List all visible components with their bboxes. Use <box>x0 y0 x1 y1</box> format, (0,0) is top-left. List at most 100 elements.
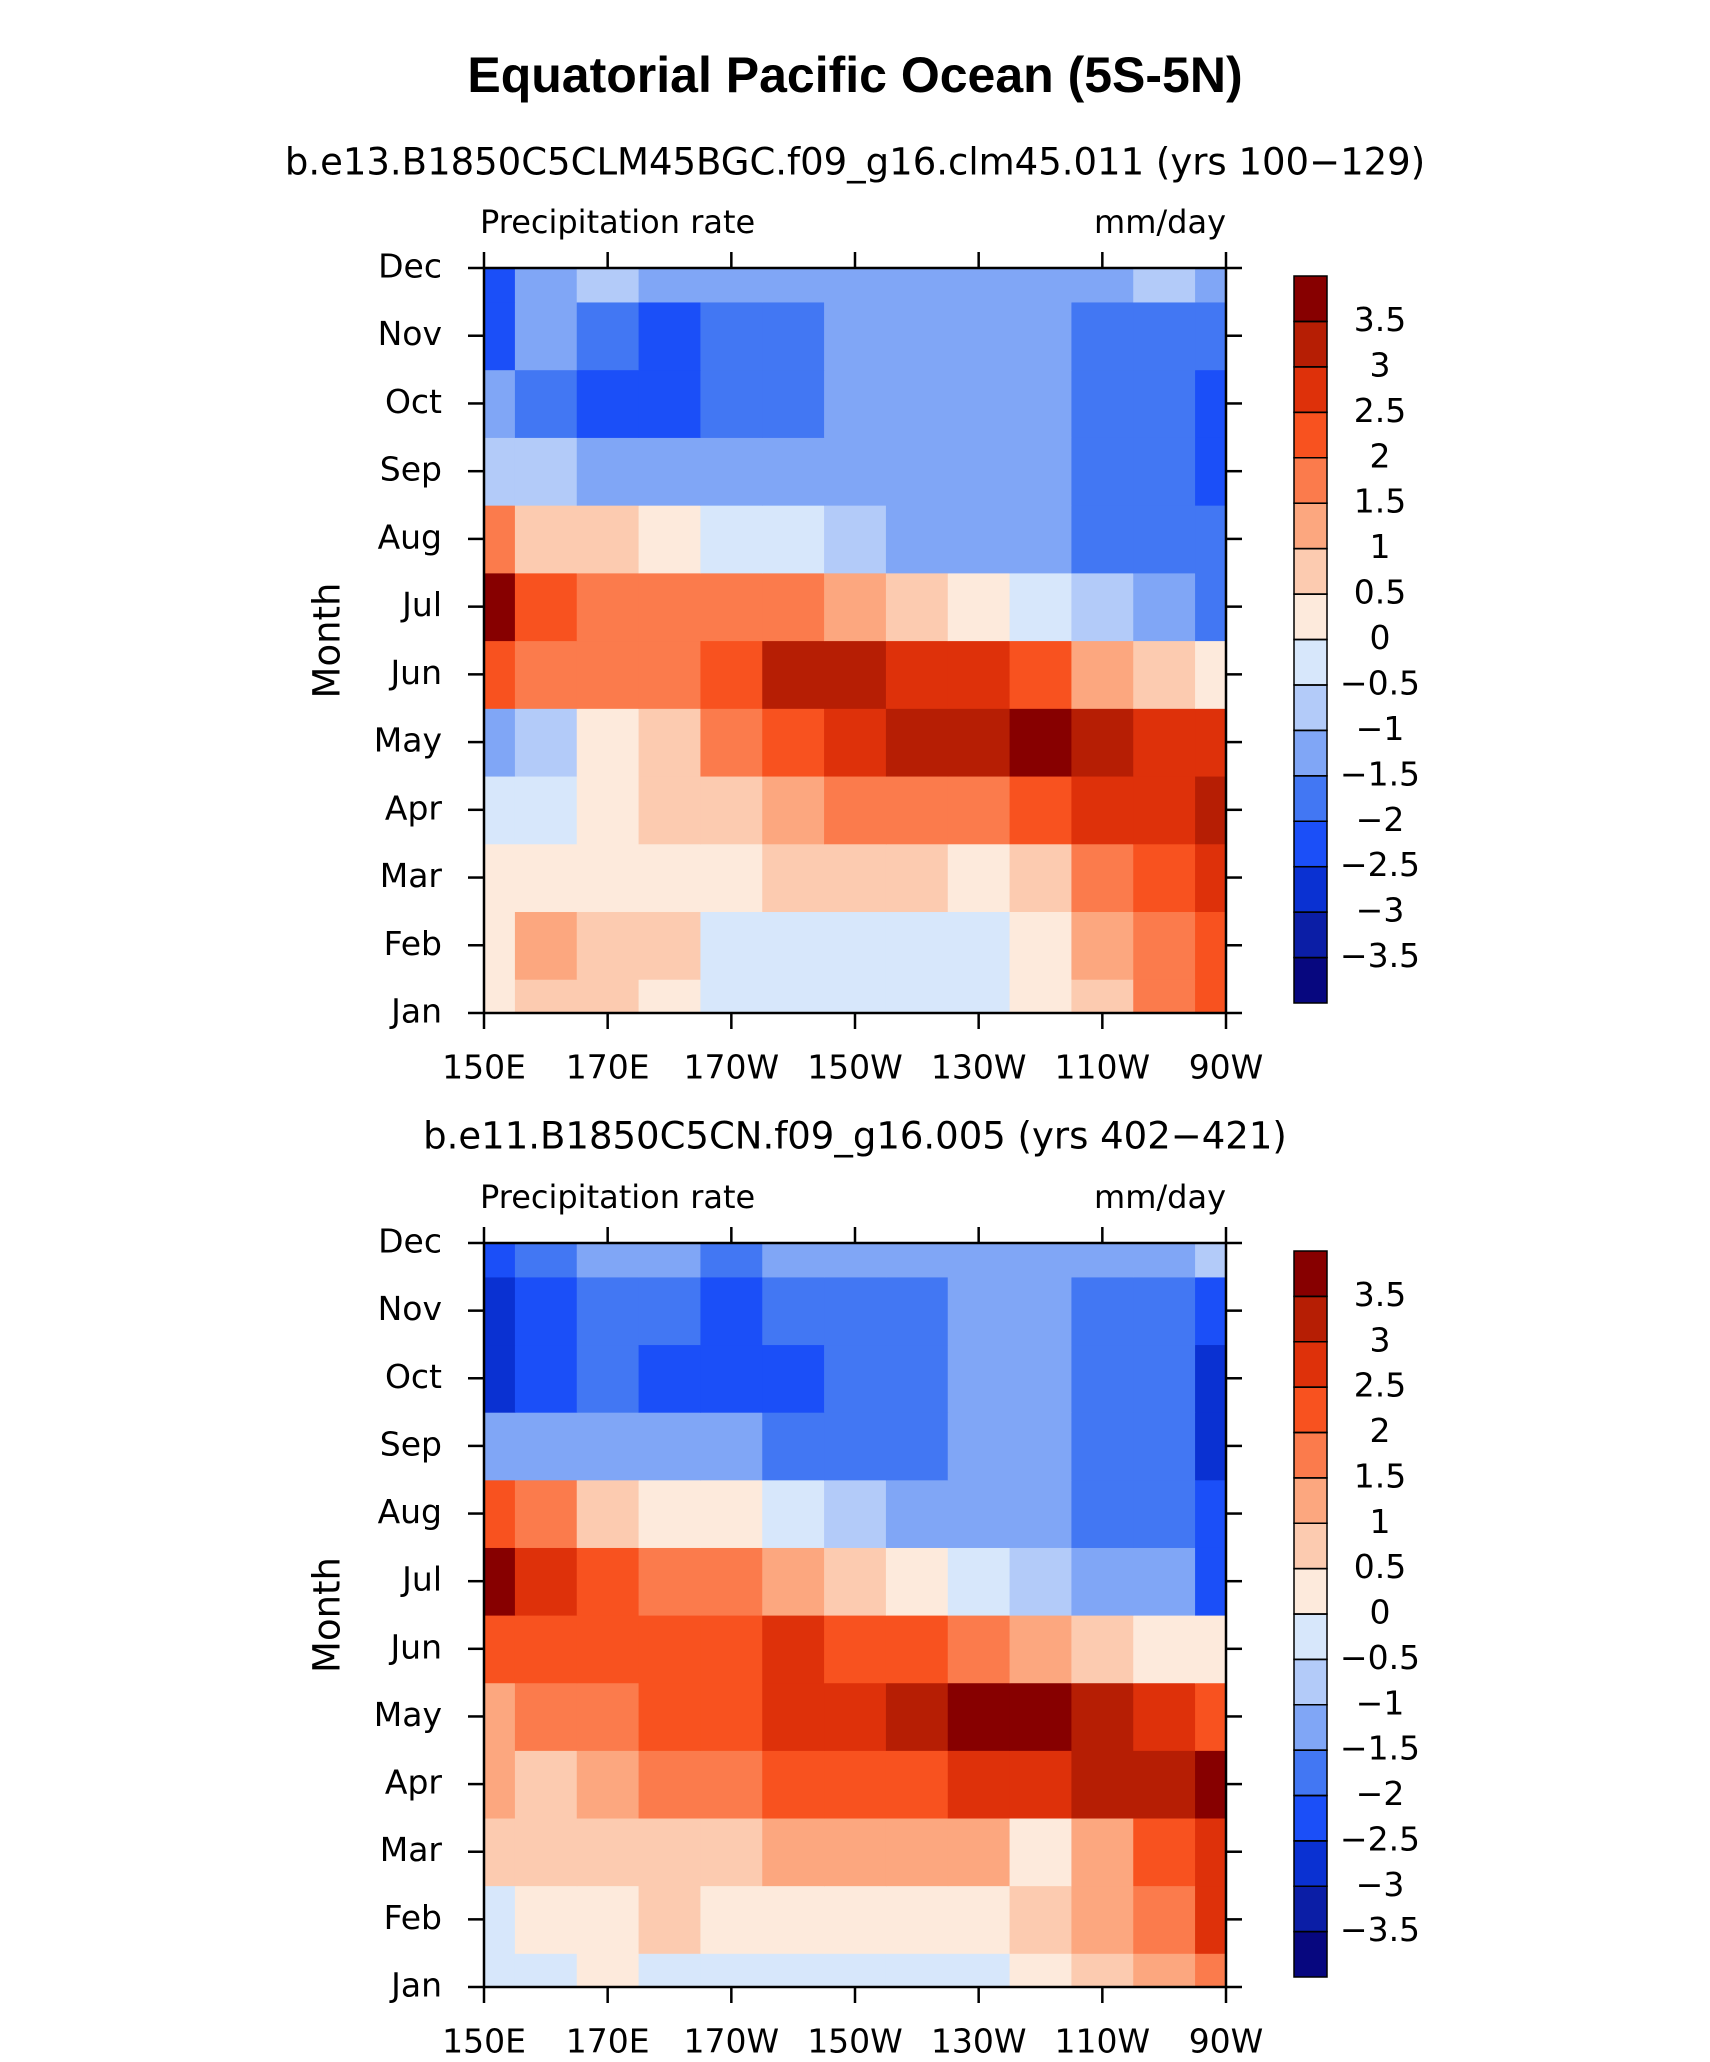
contour-cell <box>1071 268 1134 303</box>
colorbar-label: 0.5 <box>1354 1547 1406 1586</box>
contour-cell <box>762 640 825 709</box>
contour-cell <box>576 1412 640 1481</box>
contour-cell <box>885 437 949 506</box>
contour-cell <box>484 572 516 642</box>
contour-cell <box>1009 505 1073 574</box>
y-tick-label: Feb <box>384 1898 442 1937</box>
contour-cell <box>762 369 825 438</box>
contour-cell <box>1133 572 1196 642</box>
x-tick-label: 110W <box>1055 2022 1151 2061</box>
y-tick-label: Apr <box>385 1763 443 1802</box>
contour-cell <box>885 1344 949 1413</box>
contour-cell <box>885 708 949 777</box>
contour-cell <box>1133 1344 1196 1413</box>
contour-cell <box>824 979 887 1014</box>
contour-cell <box>514 979 578 1014</box>
contour-cell <box>1071 775 1134 845</box>
contour-cell <box>885 775 949 845</box>
contour-cell <box>1195 1547 1227 1616</box>
contour-cell <box>638 505 702 574</box>
contour-cell <box>1195 1953 1227 1988</box>
contour-cell <box>1133 708 1196 777</box>
x-tick-label: 130W <box>931 1048 1027 1087</box>
contour-cell <box>638 1885 702 1954</box>
colorbar-label: −1.5 <box>1340 1729 1420 1768</box>
contour-cell <box>1071 572 1134 642</box>
contour-cell <box>947 911 1011 980</box>
colorbar-label: 0 <box>1370 618 1391 657</box>
contour-cell <box>700 1817 763 1887</box>
contour-cell <box>947 1547 1011 1616</box>
contour-cell <box>514 708 578 777</box>
contour-cell <box>1195 1479 1227 1548</box>
contour-cell <box>514 1243 578 1278</box>
contour-cell <box>514 1817 578 1887</box>
page-title: Equatorial Pacific Ocean (5S-5N) <box>467 47 1242 103</box>
contour-cell <box>1071 1750 1134 1819</box>
y-tick-label: Dec <box>378 1222 442 1261</box>
contour-cell <box>1195 911 1227 980</box>
colorbar-label: −2 <box>1356 800 1405 839</box>
contour-cell <box>947 1817 1011 1887</box>
contour-cell <box>885 979 949 1014</box>
contour-cell <box>638 708 702 777</box>
contour-cell <box>700 1953 763 1988</box>
contour-cell <box>514 301 578 371</box>
colorbar-label: −3.5 <box>1340 1910 1420 1949</box>
colorbar-box <box>1293 320 1328 368</box>
y-tick-label: Jan <box>389 992 442 1031</box>
colorbar-label: 2 <box>1370 436 1391 475</box>
contour-cell <box>576 369 640 438</box>
contour-cell <box>576 572 640 642</box>
contour-cell <box>700 640 763 709</box>
contour-cell <box>947 1344 1011 1413</box>
contour-cell <box>947 708 1011 777</box>
contour-cell <box>1009 1885 1073 1954</box>
y-tick-label: Nov <box>378 314 442 353</box>
colorbar-label: 0 <box>1370 1593 1391 1632</box>
colorbar-label: −0.5 <box>1340 1638 1420 1677</box>
y-tick-label: Aug <box>378 1492 442 1531</box>
contour-cell <box>484 1682 516 1751</box>
contour-cell <box>1133 1817 1196 1887</box>
y-axis-label: Month <box>306 583 349 699</box>
contour-cell <box>1009 1344 1073 1413</box>
colorbar-label: 2.5 <box>1354 391 1406 430</box>
contour-cell <box>824 301 887 371</box>
contour-cell <box>762 1412 825 1481</box>
contour-cell <box>576 843 640 913</box>
contour-cell <box>885 1276 949 1346</box>
contour-cell <box>885 301 949 371</box>
contour-cell <box>824 911 887 980</box>
colorbar-label: 3.5 <box>1354 1275 1406 1314</box>
x-tick-label: 150E <box>442 2022 526 2061</box>
contour-cell <box>638 268 702 303</box>
colorbar-box <box>1293 1749 1328 1797</box>
contour-cell <box>514 1615 578 1684</box>
contour-cell <box>576 1243 640 1278</box>
subtitle: b.e13.B1850C5CLM45BGC.f09_g16.clm45.011 … <box>285 141 1425 184</box>
y-tick-label: Sep <box>380 1424 442 1463</box>
contour-cell <box>638 369 702 438</box>
contour-cell <box>576 1817 640 1887</box>
contour-cell <box>1009 1412 1073 1481</box>
contour-cell <box>1195 1615 1227 1684</box>
contour-cell <box>824 1243 887 1278</box>
colorbar-box <box>1293 547 1328 595</box>
contour-cell <box>576 979 640 1014</box>
contour-cell <box>1071 369 1134 438</box>
contour-cell <box>514 640 578 709</box>
contour-cell <box>514 572 578 642</box>
colorbar-box <box>1293 1658 1328 1706</box>
contour-cell <box>762 775 825 845</box>
contour-cell <box>1071 1547 1134 1616</box>
contour-cell <box>1133 369 1196 438</box>
contour-cell <box>824 1817 887 1887</box>
contour-cell <box>885 1750 949 1819</box>
contour-cell <box>638 1817 702 1887</box>
y-tick-label: Jul <box>400 585 442 624</box>
contour-cell <box>947 369 1011 438</box>
contour-cell <box>1009 268 1073 303</box>
contour-cell <box>700 1885 763 1954</box>
contour-cell <box>1133 640 1196 709</box>
